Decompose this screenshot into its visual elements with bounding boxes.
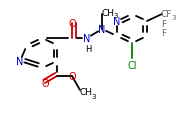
Text: 3: 3 [92,93,96,99]
Text: 3: 3 [114,13,118,19]
Text: CF: CF [160,9,172,18]
Text: N: N [16,56,24,66]
Text: F: F [161,19,167,28]
Text: N: N [83,34,91,44]
Text: 3: 3 [172,15,176,21]
Text: CH: CH [102,8,114,17]
Text: O: O [68,71,76,81]
Text: O: O [41,78,49,88]
Text: H: H [85,44,91,53]
Text: CH: CH [79,88,93,97]
Text: O: O [68,19,76,29]
Text: Cl: Cl [127,60,137,70]
Text: N: N [113,17,121,27]
Text: F: F [161,28,167,37]
Text: N: N [98,25,106,35]
